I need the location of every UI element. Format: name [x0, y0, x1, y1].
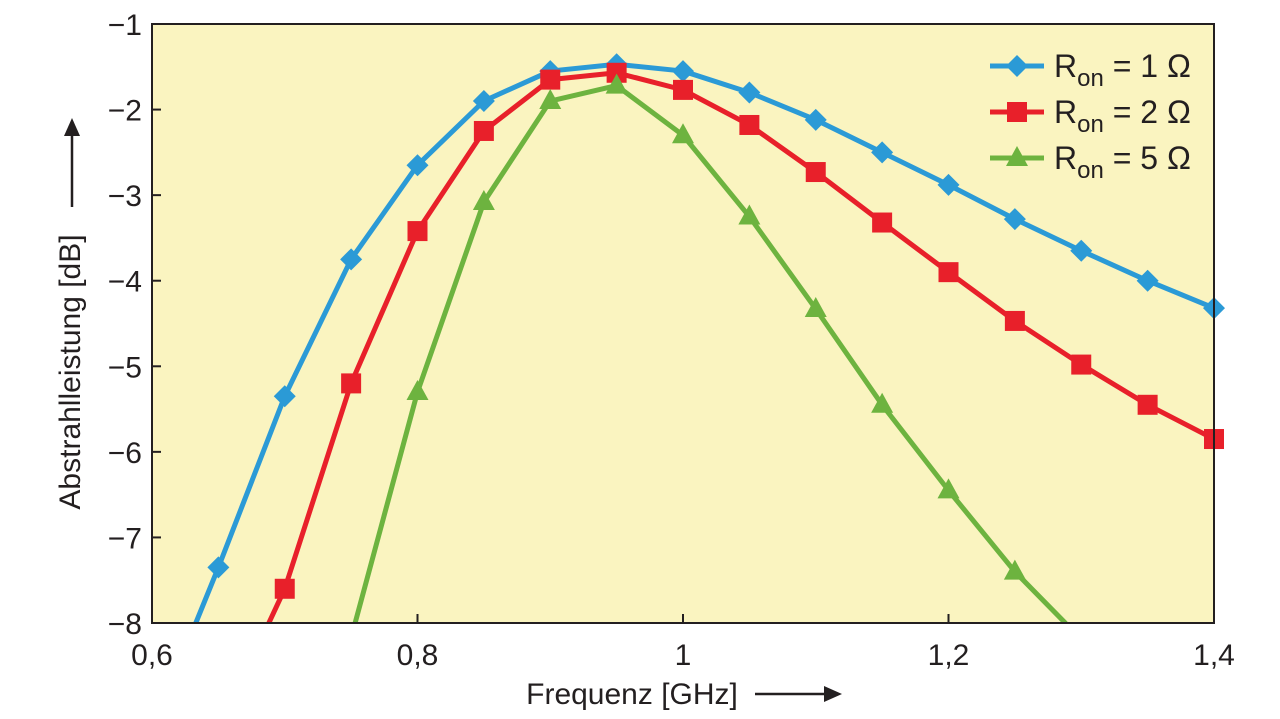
y-axis-label: Abstrahlleistung [dB] [54, 234, 87, 509]
data-point [804, 108, 827, 131]
data-point [539, 89, 562, 110]
legend-label: Ron = 2 Ω [1054, 94, 1191, 138]
data-point [273, 385, 296, 408]
data-point [1136, 269, 1159, 292]
y-axis-arrow-icon [64, 118, 80, 207]
data-point [871, 141, 894, 164]
legend-marker [1006, 55, 1028, 77]
data-point [406, 379, 429, 400]
legend-label-main: R [1054, 94, 1077, 130]
data-point [1004, 310, 1025, 331]
data-point [1003, 559, 1026, 580]
data-point [207, 556, 230, 579]
x-axis-label: Frequenz [GHz] [526, 678, 738, 711]
y-tick-label: −7 [108, 522, 142, 555]
legend-label-main: R [1054, 140, 1077, 176]
series-line-2 [266, 70, 1214, 623]
data-point [606, 62, 627, 83]
y-tick-label: −2 [108, 95, 142, 128]
legend-label-suffix: = 2 Ω [1104, 94, 1191, 130]
x-tick-label: 1,2 [928, 639, 970, 672]
data-point [739, 114, 760, 135]
data-point [872, 212, 893, 233]
data-point [738, 81, 761, 104]
legend-item: Ron = 1 Ω [990, 48, 1191, 92]
data-point [472, 90, 495, 113]
data-point [407, 221, 428, 242]
data-point [406, 154, 429, 177]
data-point [341, 373, 362, 394]
data-point [540, 69, 561, 90]
legend-label: Ron = 1 Ω [1054, 48, 1191, 92]
data-point [937, 478, 960, 499]
legend-label-sub: on [1077, 65, 1104, 92]
data-point [804, 296, 827, 317]
y-tick-label: −3 [108, 180, 142, 213]
data-point [738, 204, 761, 225]
y-tick-label: −8 [108, 608, 142, 641]
x-tick-label: 0,8 [397, 639, 439, 672]
legend-label-suffix: = 1 Ω [1104, 48, 1191, 84]
y-tick-label: −5 [108, 351, 142, 384]
data-point [473, 120, 494, 141]
y-tick-label: −1 [108, 9, 142, 42]
data-point [937, 173, 960, 196]
legend-item: Ron = 2 Ω [990, 94, 1191, 138]
legend-item: Ron = 5 Ω [990, 140, 1191, 184]
data-point [672, 123, 694, 144]
data-point [605, 73, 628, 94]
data-point [1071, 354, 1092, 375]
data-point [673, 79, 693, 100]
legend-label-suffix: = 5 Ω [1104, 140, 1191, 176]
x-tick-label: 0,6 [131, 639, 173, 672]
data-point [672, 60, 694, 83]
legend-marker [1006, 146, 1028, 166]
data-point [340, 248, 363, 271]
data-point [805, 162, 826, 183]
x-tick-label: 1,4 [1193, 639, 1235, 672]
data-point [938, 262, 959, 283]
data-point [472, 189, 495, 210]
legend-label-sub: on [1077, 157, 1104, 184]
y-tick-label: −6 [108, 437, 142, 470]
x-axis-arrow-icon [755, 686, 842, 702]
data-point [871, 392, 894, 413]
data-point [1003, 208, 1026, 231]
series-line-3 [352, 83, 1068, 623]
legend-label-sub: on [1077, 111, 1104, 138]
y-tick-label: −4 [108, 266, 142, 299]
x-tick-label: 1 [675, 639, 692, 672]
legend-label-main: R [1054, 48, 1077, 84]
legend-marker [1007, 102, 1027, 122]
data-point [274, 578, 295, 599]
data-point [1070, 239, 1093, 262]
data-point [1137, 394, 1158, 415]
legend-label: Ron = 5 Ω [1054, 140, 1191, 184]
